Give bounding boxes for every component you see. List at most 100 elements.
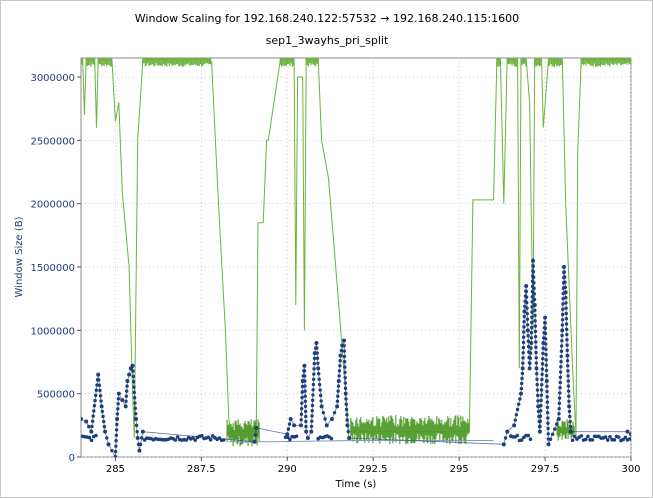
bytes-point	[299, 412, 304, 416]
bytes-point	[116, 402, 120, 406]
x-tick-label: 295	[450, 464, 469, 475]
bytes-point	[100, 409, 105, 414]
bytes-point	[312, 372, 316, 376]
bytes-point	[557, 401, 562, 406]
bytes-point	[343, 365, 347, 369]
bytes-point	[544, 363, 549, 367]
bytes-point	[570, 438, 575, 443]
bytes-point	[545, 400, 550, 404]
bytes-point	[92, 404, 97, 408]
bytes-point	[616, 435, 621, 439]
bytes-point	[564, 322, 569, 326]
bytes-point	[312, 367, 316, 371]
bytes-point	[545, 405, 550, 410]
bytes-point	[193, 438, 197, 442]
bytes-point	[140, 436, 144, 440]
bytes-point	[567, 404, 572, 409]
bytes-point	[566, 384, 571, 388]
bytes-point	[534, 361, 539, 365]
bytes-point	[254, 425, 259, 430]
bytes-point	[524, 284, 529, 288]
bytes-point	[343, 376, 347, 380]
bytes-point	[90, 424, 94, 429]
bytes-point	[579, 434, 584, 438]
bytes-point	[316, 361, 320, 365]
bytes-point	[550, 432, 555, 436]
bytes-point	[531, 270, 536, 274]
bytes-point	[503, 436, 508, 440]
bytes-point	[555, 422, 559, 426]
bytes-point	[303, 389, 307, 393]
bytes-point	[515, 407, 520, 412]
bytes-point	[517, 402, 521, 406]
bytes-point	[319, 399, 323, 403]
grid-lines	[81, 58, 632, 458]
bytes-point	[332, 410, 337, 415]
bytes-point	[525, 317, 530, 321]
bytes-point	[347, 436, 352, 440]
bytes-point	[138, 442, 143, 447]
bytes-point	[539, 398, 543, 403]
bytes-point	[345, 418, 349, 422]
bytes-point	[546, 432, 550, 436]
bytes-point	[539, 393, 544, 397]
bytes-point	[519, 438, 524, 442]
bytes-point	[115, 422, 119, 427]
bytes-point	[528, 361, 532, 365]
bytes-point	[93, 398, 97, 403]
bytes-point	[97, 378, 101, 382]
bytes-point	[536, 404, 541, 409]
bytes-point	[586, 434, 590, 439]
bytes-point	[572, 434, 577, 439]
y-tick-label: 2500000	[30, 136, 75, 147]
bytes-point	[557, 406, 561, 411]
bytes-point	[521, 361, 525, 365]
bytes-point	[565, 353, 570, 358]
bytes-point	[342, 344, 346, 348]
bytes-point	[567, 399, 571, 403]
bytes-point	[558, 370, 563, 374]
bytes-point	[94, 388, 99, 392]
y-tick-label: 1500000	[30, 263, 75, 274]
x-tick-label: 297.5	[531, 464, 560, 475]
bytes-point	[524, 295, 529, 299]
bytes-point	[292, 423, 297, 428]
bytes-point	[312, 356, 317, 361]
bytes-point	[568, 429, 573, 434]
bytes-point	[558, 386, 562, 390]
bytes-point	[97, 383, 102, 387]
bytes-point	[316, 366, 321, 371]
bytes-point	[98, 394, 103, 398]
bytes-point	[103, 429, 108, 434]
bytes-point	[125, 379, 130, 383]
bytes-point	[521, 356, 525, 360]
bytes-point	[535, 372, 539, 376]
bytes-point	[520, 366, 525, 371]
bytes-point	[568, 414, 572, 419]
bytes-point	[303, 399, 308, 403]
bytes-point	[521, 340, 526, 345]
bytes-point	[81, 417, 83, 421]
bytes-point	[208, 437, 213, 442]
bytes-point	[544, 352, 548, 357]
x-tick-label: 287.5	[187, 464, 216, 475]
bytes-point	[608, 435, 612, 439]
bytes-point	[314, 341, 319, 345]
bytes-point	[513, 418, 517, 422]
bytes-point	[300, 395, 304, 400]
bytes-point	[310, 414, 314, 418]
bytes-point	[344, 402, 348, 406]
bytes-point	[123, 404, 128, 409]
plot-area[interactable]	[80, 57, 632, 458]
bytes-point	[343, 391, 348, 396]
bytes-point	[317, 382, 322, 387]
bytes-point	[343, 381, 348, 385]
bytes-point	[92, 409, 96, 413]
bytes-point	[336, 394, 340, 398]
bytes-point	[528, 351, 533, 355]
x-axis-label: Time (s)	[335, 479, 377, 490]
bytes-point	[305, 436, 310, 440]
bytes-point	[558, 380, 562, 385]
